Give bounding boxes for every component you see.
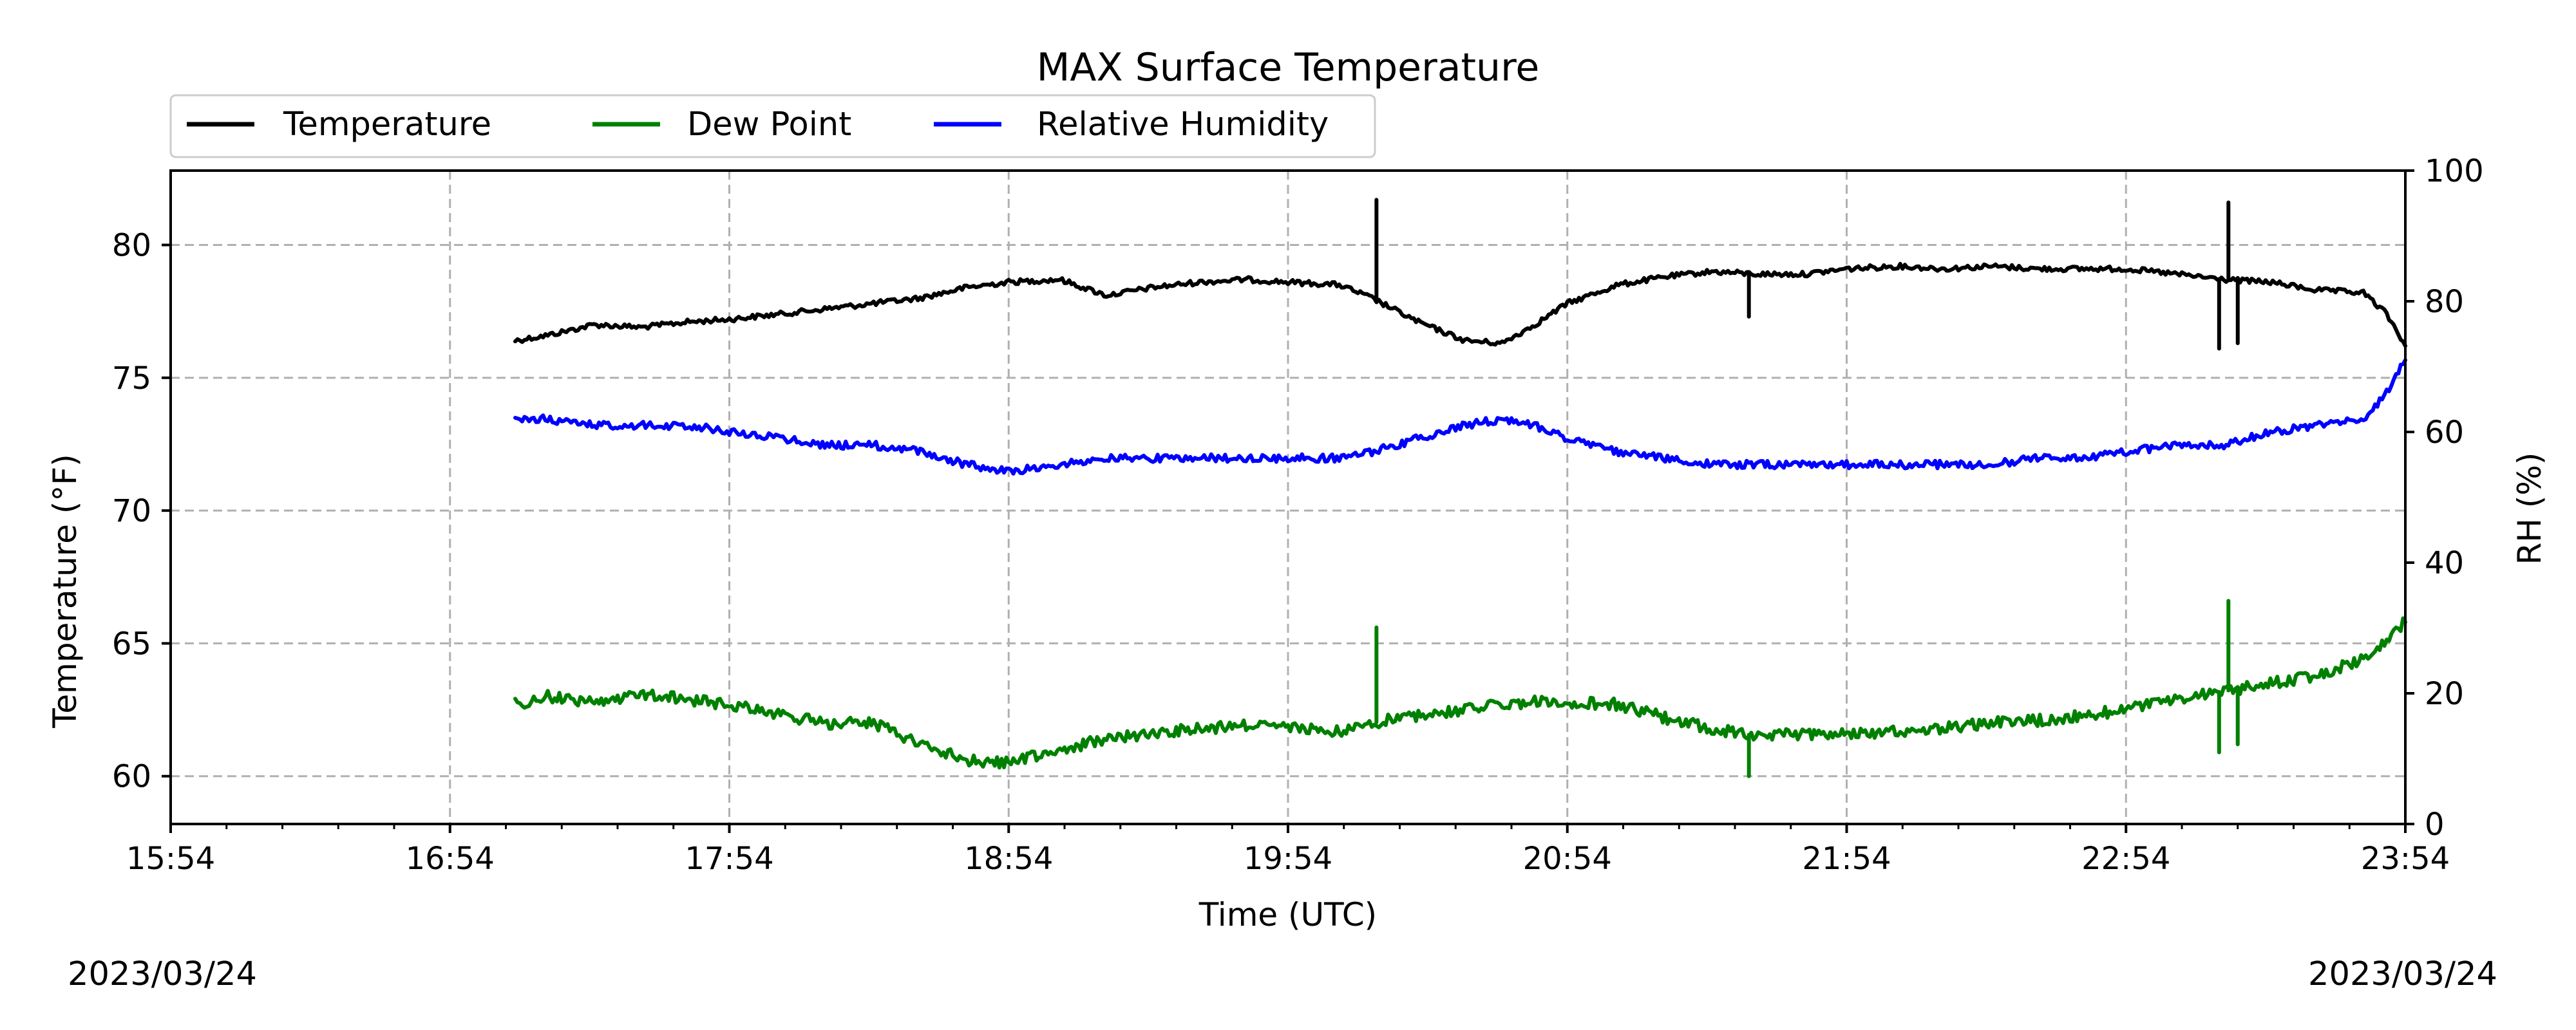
x-tick-label: 19:54 bbox=[1244, 841, 1332, 877]
x-tick-label: 18:54 bbox=[964, 841, 1053, 877]
legend: Temperature Dew Point Relative Humidity bbox=[169, 94, 1376, 158]
y-right-tick-label: 80 bbox=[2425, 284, 2464, 320]
x-tick-label: 23:54 bbox=[2361, 841, 2450, 877]
series-line-temperature bbox=[513, 261, 2407, 348]
y-right-tick-label: 40 bbox=[2425, 545, 2464, 581]
series-line-dew-point bbox=[513, 616, 2407, 770]
x-tick-label: 17:54 bbox=[685, 841, 773, 877]
y-axis-title-left: Temperature (°F) bbox=[46, 454, 84, 728]
y-right-tick-label: 20 bbox=[2425, 676, 2464, 712]
x-tick-label: 22:54 bbox=[2081, 841, 2170, 877]
y-left-tick-label: 65 bbox=[112, 626, 151, 662]
x-tick-label: 15:54 bbox=[126, 841, 215, 877]
x-tick-label: 16:54 bbox=[406, 841, 495, 877]
chart-title: MAX Surface Temperature bbox=[1037, 45, 1540, 90]
x-tick-label: 21:54 bbox=[1802, 841, 1891, 877]
y-axis-title-right: RH (%) bbox=[2511, 453, 2548, 565]
series-line-relative-humidity bbox=[513, 358, 2407, 476]
legend-label-relative-humidity: Relative Humidity bbox=[1037, 106, 1329, 144]
axes bbox=[162, 169, 2414, 833]
grid bbox=[171, 171, 2405, 824]
plot-frame bbox=[169, 169, 2407, 825]
y-right-tick-label: 0 bbox=[2425, 807, 2445, 843]
y-right-tick-label: 60 bbox=[2425, 415, 2464, 451]
y-left-tick-label: 75 bbox=[112, 360, 151, 397]
legend-label-temperature: Temperature bbox=[283, 106, 491, 144]
legend-label-dew-point: Dew Point bbox=[687, 106, 851, 144]
date-left: 2023/03/24 bbox=[68, 955, 257, 993]
y-left-tick-label: 80 bbox=[112, 228, 151, 264]
x-axis-title: Time (UTC) bbox=[1198, 896, 1377, 933]
y-right-tick-label: 100 bbox=[2425, 153, 2484, 189]
date-right: 2023/03/24 bbox=[2308, 955, 2497, 993]
y-left-tick-label: 60 bbox=[112, 759, 151, 795]
tick-labels: 15:54 16:54 17:54 18:54 19:54 20:54 21:54 22:54… bbox=[112, 153, 2484, 877]
y-left-tick-label: 70 bbox=[112, 493, 151, 529]
series-layer bbox=[513, 198, 2407, 778]
legend-box bbox=[169, 94, 1376, 158]
x-tick-label: 20:54 bbox=[1523, 841, 1612, 877]
